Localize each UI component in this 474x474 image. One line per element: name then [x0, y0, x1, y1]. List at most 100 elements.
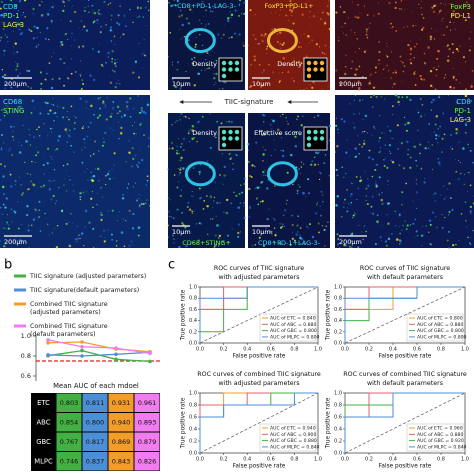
cell-speck	[420, 77, 423, 81]
inset-dot	[306, 136, 312, 141]
cell-speck	[111, 113, 113, 115]
cell-speck	[291, 231, 294, 234]
cell-speck	[187, 63, 189, 65]
y-tick-label: 0.8	[334, 403, 342, 409]
cell-speck	[65, 33, 67, 35]
cell-speck	[448, 182, 451, 185]
inset-dot	[319, 136, 325, 141]
cell-speck	[138, 161, 141, 164]
cell-speck	[441, 214, 443, 216]
cell-speck	[1, 185, 5, 189]
cell-speck	[348, 102, 351, 105]
scale-label: 200μm	[339, 80, 362, 88]
cell-speck	[167, 236, 169, 238]
cell-speck	[255, 141, 258, 144]
cell-speck	[214, 136, 217, 139]
cell-speck	[178, 245, 181, 249]
cell-speck	[18, 23, 21, 26]
cell-speck	[68, 176, 70, 178]
cell-speck	[125, 220, 127, 222]
cell-speck	[120, 126, 123, 130]
inset-label: Effective score	[254, 129, 302, 137]
table-cell	[134, 432, 160, 451]
cell-speck	[168, 210, 170, 212]
cell-speck	[17, 10, 20, 12]
cell-speck	[421, 245, 423, 246]
cell-speck	[266, 130, 269, 133]
cell-speck	[118, 121, 119, 123]
cell-speck	[0, 55, 1, 57]
cell-speck	[430, 101, 433, 104]
cell-speck	[335, 168, 338, 172]
cell-speck	[299, 234, 301, 236]
cell-speck	[412, 222, 415, 225]
cell-speck	[292, 183, 294, 186]
cell-speck	[286, 120, 288, 122]
cell-speck	[200, 69, 202, 71]
cell-speck	[61, 43, 64, 46]
cell-speck	[180, 189, 183, 191]
cell-speck	[225, 198, 229, 202]
cell-speck	[279, 242, 282, 245]
cell-speck	[315, 151, 318, 154]
cell-speck	[440, 34, 442, 36]
x-tick-label: 0.2	[220, 347, 228, 353]
panel-label: c	[168, 258, 175, 273]
cell-speck	[3, 193, 5, 195]
cell-speck	[2, 28, 5, 30]
cell-speck	[106, 173, 110, 176]
cell-speck	[380, 96, 382, 98]
cell-speck	[467, 171, 469, 174]
y-tick-label: 1.0	[334, 391, 342, 397]
cell-speck	[432, 10, 436, 14]
cell-speck	[386, 42, 387, 44]
x-tick-label: 0.4	[389, 457, 397, 463]
cell-speck	[421, 79, 423, 81]
cell-speck	[343, 176, 345, 178]
cell-speck	[211, 217, 214, 220]
cell-speck	[382, 68, 385, 71]
cell-speck	[286, 171, 289, 174]
scale-label: 10μm	[252, 80, 271, 88]
inset-dot	[228, 129, 233, 135]
table-row-label: MLPC	[34, 457, 53, 465]
cell-speck	[88, 221, 91, 224]
cell-speck	[12, 130, 14, 133]
cell-speck	[119, 211, 121, 213]
cell-speck	[198, 19, 201, 21]
cell-speck	[113, 152, 116, 155]
cell-speck	[411, 11, 413, 13]
cell-speck	[323, 245, 326, 247]
micrograph	[0, 95, 150, 248]
cell-speck	[269, 134, 271, 136]
cell-speck	[300, 173, 302, 175]
cell-speck	[256, 82, 258, 85]
cell-speck	[361, 231, 362, 233]
cell-speck	[452, 77, 455, 79]
cell-speck	[122, 194, 124, 196]
cell-speck	[469, 150, 472, 152]
cell-speck	[327, 5, 329, 7]
cell-speck	[469, 22, 471, 24]
cell-speck	[402, 61, 404, 64]
center-label: TIIC-signature	[224, 98, 274, 106]
cell-speck	[80, 20, 83, 22]
cell-speck	[357, 80, 360, 83]
cell-speck	[303, 88, 305, 91]
cell-speck	[439, 125, 442, 128]
cell-speck	[306, 87, 308, 89]
cell-speck	[372, 86, 376, 89]
cell-speck	[447, 214, 450, 216]
cell-speck	[46, 27, 49, 30]
cell-speck	[213, 196, 216, 198]
cell-speck	[316, 114, 320, 117]
cell-speck	[216, 201, 219, 204]
cell-speck	[99, 13, 102, 16]
cell-speck	[176, 145, 178, 147]
cell-speck	[104, 236, 106, 238]
cell-speck	[53, 51, 55, 54]
cell-speck	[128, 244, 131, 247]
cell-speck	[251, 245, 254, 247]
cell-speck	[138, 43, 140, 45]
cell-speck	[294, 130, 297, 134]
